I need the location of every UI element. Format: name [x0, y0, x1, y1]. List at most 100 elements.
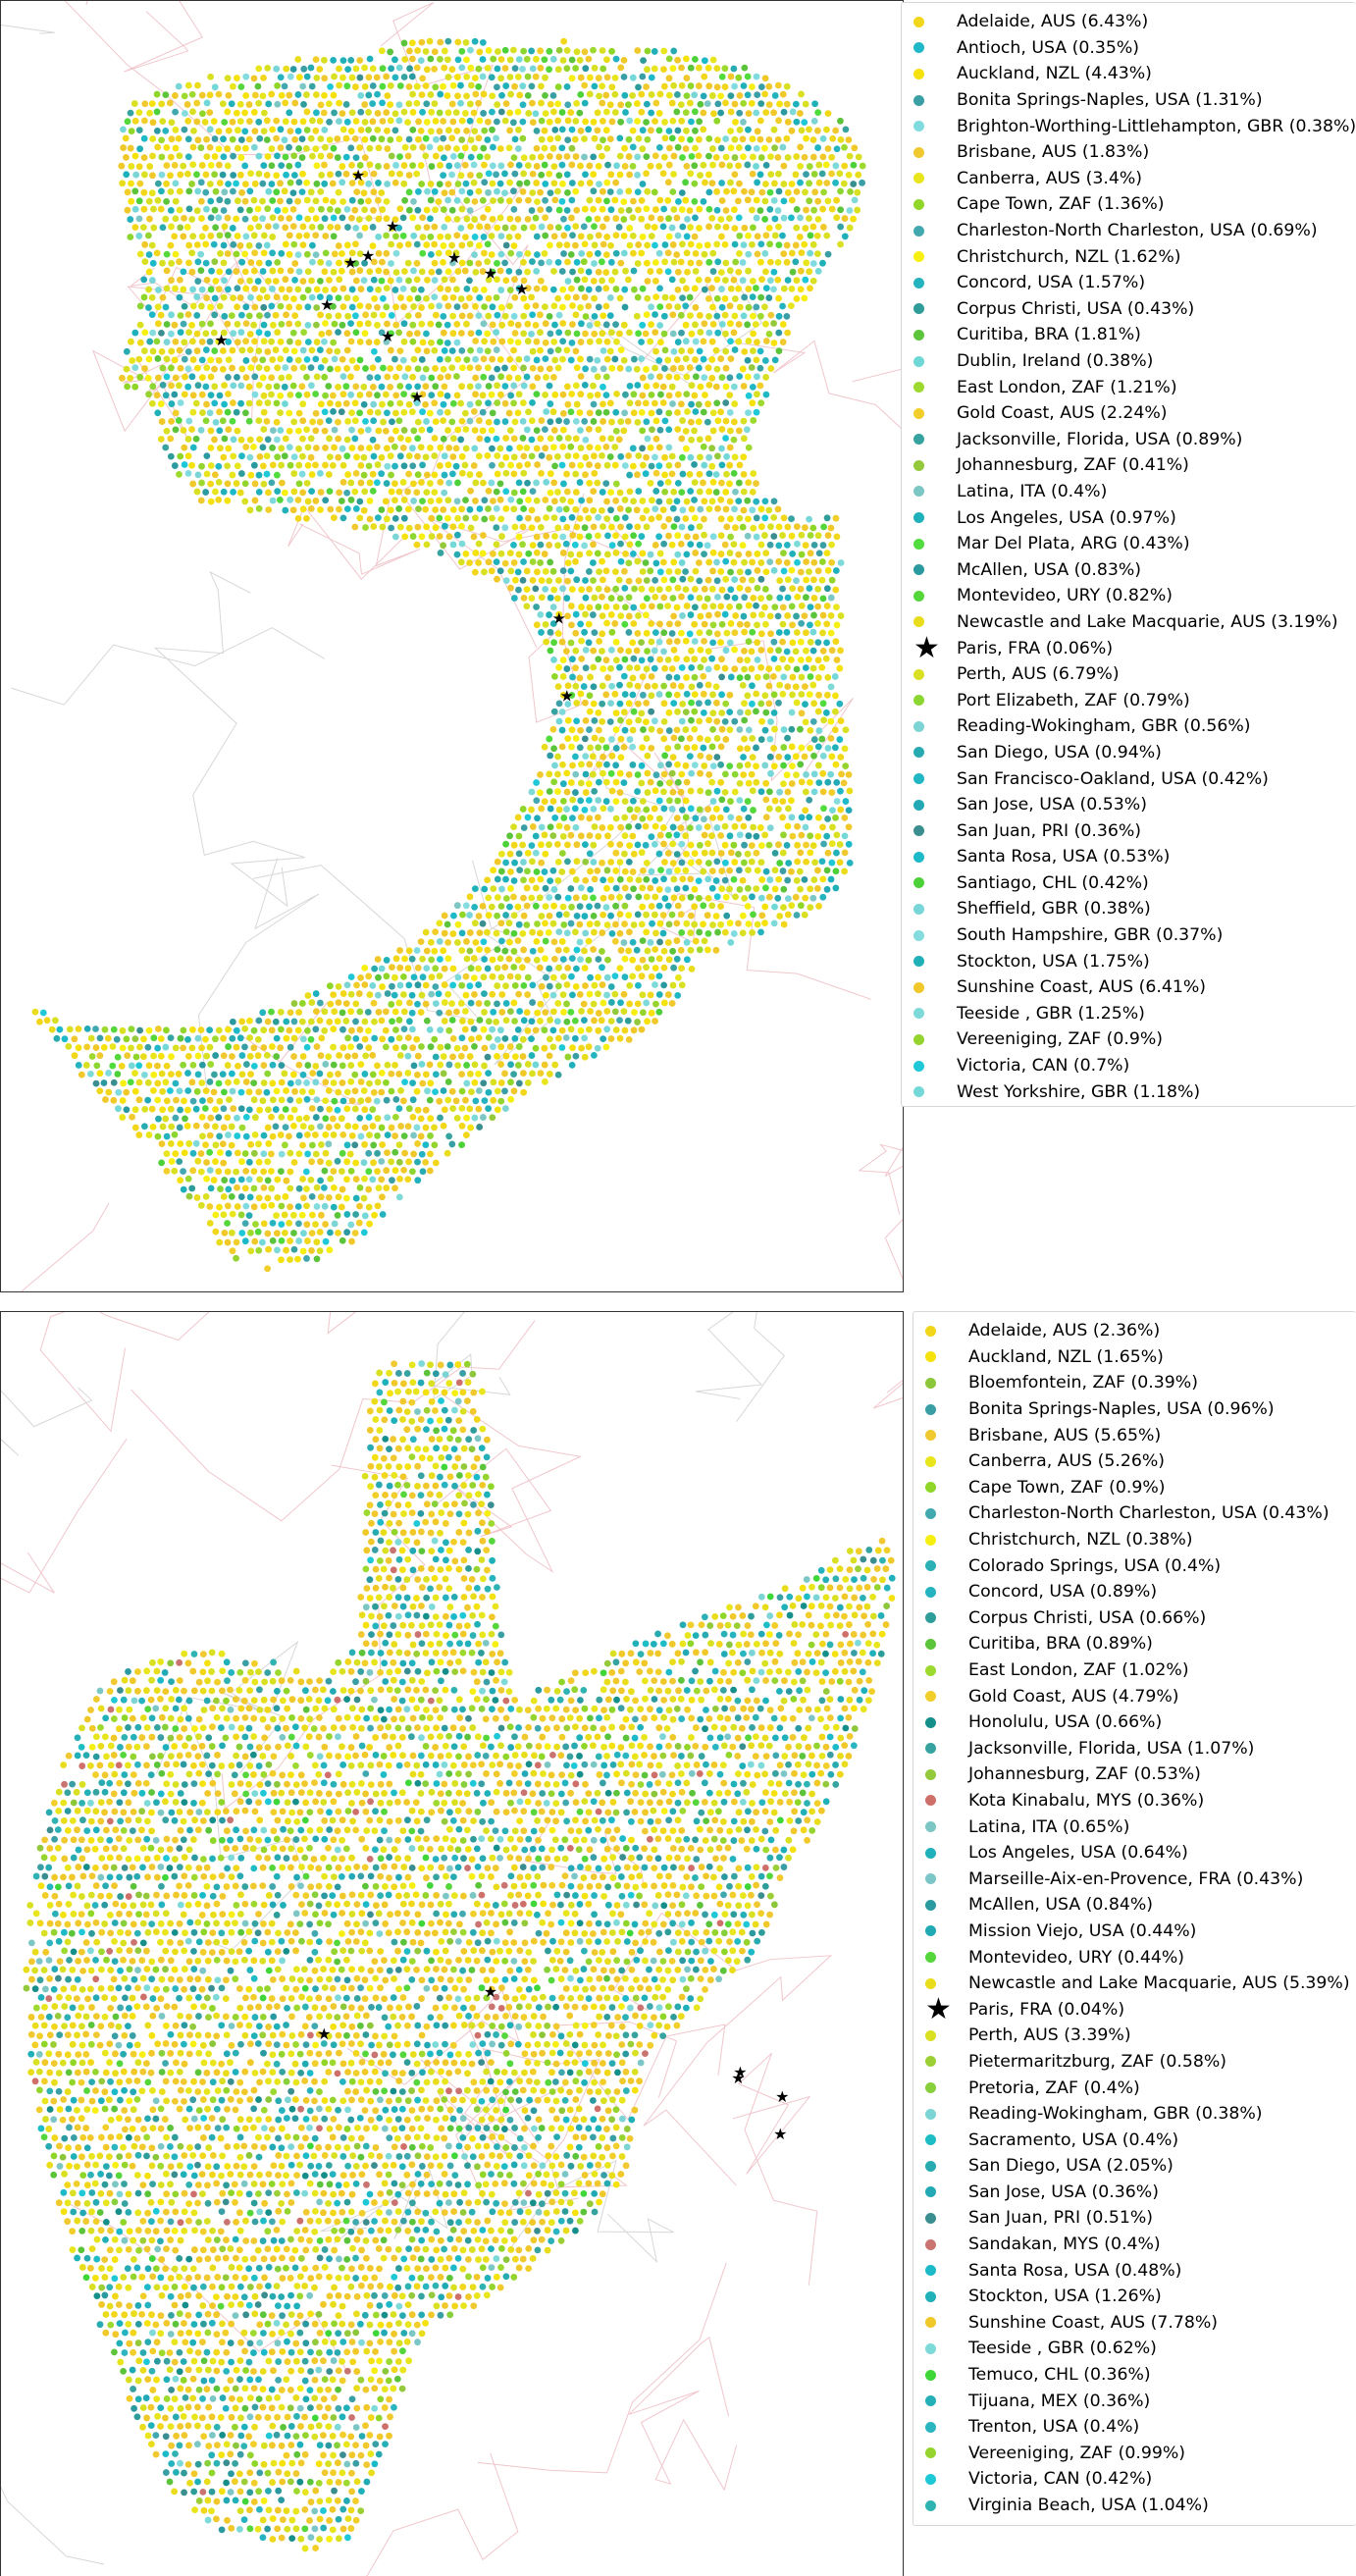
- region-point: [730, 541, 738, 549]
- region-point: [163, 427, 171, 435]
- region-point: [502, 488, 510, 496]
- region-point: [665, 585, 672, 593]
- region-point: [757, 523, 765, 531]
- region-point: [145, 197, 153, 205]
- region-point: [444, 181, 452, 188]
- region-point: [295, 303, 303, 311]
- region-point: [682, 55, 690, 63]
- region-point: [458, 364, 466, 372]
- region-point: [563, 470, 570, 478]
- region-point: [220, 488, 228, 496]
- region-point: [731, 171, 739, 179]
- region-point: [612, 745, 620, 752]
- region-point: [726, 480, 733, 488]
- region-point: [644, 769, 652, 777]
- region-point: [210, 329, 218, 337]
- region-point: [679, 506, 687, 514]
- region-point: [547, 347, 554, 355]
- region-point: [387, 506, 394, 514]
- region-point: [470, 407, 478, 415]
- region-point: [168, 119, 176, 127]
- region-point: [783, 100, 791, 108]
- region-point: [842, 798, 850, 805]
- region-point: [510, 595, 518, 602]
- region-point: [797, 286, 805, 293]
- region-point: [572, 876, 580, 883]
- region-point: [765, 82, 773, 90]
- region-point: [347, 373, 354, 381]
- region-point: [507, 90, 514, 98]
- region-point: [343, 436, 351, 444]
- region-point: [739, 523, 747, 531]
- region-point: [281, 452, 288, 460]
- region-point: [423, 294, 430, 302]
- region-point: [648, 744, 655, 752]
- region-point: [683, 744, 691, 752]
- region-point: [153, 392, 161, 399]
- region-point: [294, 339, 302, 346]
- region-point: [136, 321, 144, 329]
- region-point: [745, 232, 752, 239]
- region-point: [149, 152, 156, 160]
- region-point: [591, 134, 599, 142]
- region-point: [203, 364, 211, 372]
- region-point: [146, 109, 153, 117]
- region-point: [582, 453, 590, 461]
- region-point: [554, 524, 562, 532]
- region-point: [203, 400, 210, 408]
- region-point: [516, 867, 524, 874]
- region-point: [510, 154, 518, 162]
- region-point: [516, 514, 523, 522]
- region-point: [259, 268, 267, 275]
- region-point: [489, 92, 496, 100]
- region-point: [325, 329, 333, 337]
- region-point: [788, 780, 796, 787]
- region-point: [691, 585, 699, 593]
- region-point: [163, 162, 171, 170]
- region-point: [567, 603, 575, 609]
- region-point: [721, 294, 729, 302]
- region-point: [661, 488, 669, 496]
- region-point: [655, 444, 663, 451]
- region-point: [255, 382, 263, 389]
- region-point: [691, 108, 699, 116]
- region-point: [229, 187, 236, 195]
- region-point: [753, 285, 759, 291]
- region-point: [581, 382, 589, 389]
- region-point: [348, 445, 356, 451]
- region-point: [233, 250, 240, 258]
- region-point: [546, 611, 552, 618]
- region-point: [714, 417, 722, 425]
- region-point: [472, 391, 479, 398]
- region-point: [564, 400, 572, 408]
- region-point: [441, 189, 448, 196]
- region-point: [551, 762, 558, 769]
- region-point: [630, 532, 637, 540]
- region-point: [569, 762, 576, 769]
- region-point: [776, 577, 784, 584]
- region-point: [546, 205, 552, 213]
- region-point: [388, 152, 395, 160]
- region-point: [774, 276, 782, 284]
- region-point: [785, 805, 792, 813]
- region-point: [814, 197, 822, 205]
- region-point: [727, 515, 734, 523]
- region-point: [444, 286, 452, 293]
- region-point: [635, 540, 642, 548]
- region-point: [642, 611, 650, 619]
- region-point: [428, 163, 436, 170]
- region-point: [445, 127, 452, 134]
- region-point: [567, 779, 575, 786]
- region-point: [691, 285, 699, 292]
- region-point: [810, 541, 818, 549]
- region-point: [708, 832, 715, 840]
- region-point: [423, 241, 431, 248]
- region-point: [496, 567, 504, 575]
- region-point: [665, 568, 673, 575]
- region-point: [833, 798, 841, 805]
- region-point: [721, 83, 729, 90]
- region-point: [188, 268, 196, 276]
- region-point: [462, 234, 469, 241]
- region-point: [841, 814, 849, 821]
- region-point: [528, 417, 536, 425]
